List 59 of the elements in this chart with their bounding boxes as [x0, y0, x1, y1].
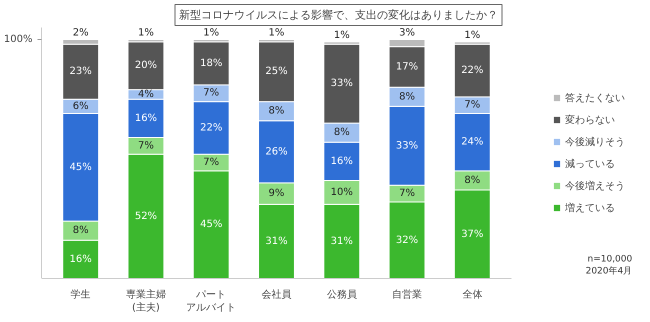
legend-label: 変わらない [565, 114, 615, 126]
data-label: 52% [134, 210, 158, 222]
data-label: 1% [268, 27, 284, 38]
data-label: 33% [330, 78, 353, 90]
data-label: 16% [134, 112, 158, 124]
data-label: 45% [70, 162, 92, 173]
data-label: 7% [203, 157, 220, 168]
x-tick-label: パートアルバイト [186, 290, 236, 314]
data-label: 1% [138, 27, 154, 38]
data-label: 8% [268, 106, 284, 117]
data-label: 22% [461, 65, 484, 76]
data-label: 10% [330, 186, 353, 198]
data-label: 7% [464, 100, 480, 111]
x-tick-label: 全体 [462, 288, 482, 300]
data-label: 8% [72, 225, 89, 236]
data-label: 3% [399, 27, 415, 38]
data-label: 31% [265, 236, 288, 247]
data-label: 1% [203, 27, 220, 38]
data-label: 23% [70, 66, 92, 78]
data-label: 20% [134, 60, 158, 72]
legend-label: 今後減りそう [565, 136, 625, 148]
x-tick-label: 自営業 [392, 288, 422, 300]
data-label: 8% [334, 127, 350, 138]
data-label: 1% [464, 30, 480, 41]
legend-label: 減っている [565, 158, 615, 170]
data-label: 4% [138, 88, 154, 100]
legend-label: 増えている [565, 202, 615, 214]
data-label: 37% [461, 228, 484, 240]
data-label: 32% [396, 234, 418, 246]
data-label: 7% [138, 140, 154, 152]
data-label: 1% [334, 30, 350, 41]
data-label: 8% [399, 91, 415, 102]
text: 2020年4月 [586, 266, 632, 276]
data-label: 24% [461, 136, 484, 148]
legend-label: 今後増えそう [565, 180, 625, 192]
data-label: 31% [330, 236, 353, 247]
x-tick-label: 会社員 [261, 288, 292, 300]
data-label: 25% [265, 66, 288, 78]
data-label: 22% [200, 122, 222, 134]
data-label: 7% [203, 88, 220, 99]
data-label: 16% [70, 254, 92, 265]
chart-title: 新型コロナウイルスによる影響で、支出の変化はありましたか？ [179, 8, 498, 22]
x-tick-label: 専業主婦(主夫) [126, 288, 166, 314]
data-label: 18% [200, 58, 222, 69]
x-tick-label: 公務員 [326, 288, 357, 300]
data-label: 7% [399, 188, 415, 200]
text: n=10,000 [588, 254, 633, 264]
data-label: 9% [268, 188, 284, 200]
data-label: 6% [72, 100, 89, 112]
legend-label: 答えたくない [565, 92, 625, 104]
data-label: 8% [464, 174, 480, 186]
data-label: 26% [265, 146, 288, 158]
x-tick-label: 学生 [70, 288, 91, 300]
data-label: 2% [72, 27, 89, 38]
data-label: 33% [396, 140, 418, 152]
data-label: 17% [396, 61, 418, 72]
data-label: 16% [330, 156, 353, 167]
data-label: 45% [200, 219, 222, 230]
y-tick-label: 100% [4, 34, 33, 45]
